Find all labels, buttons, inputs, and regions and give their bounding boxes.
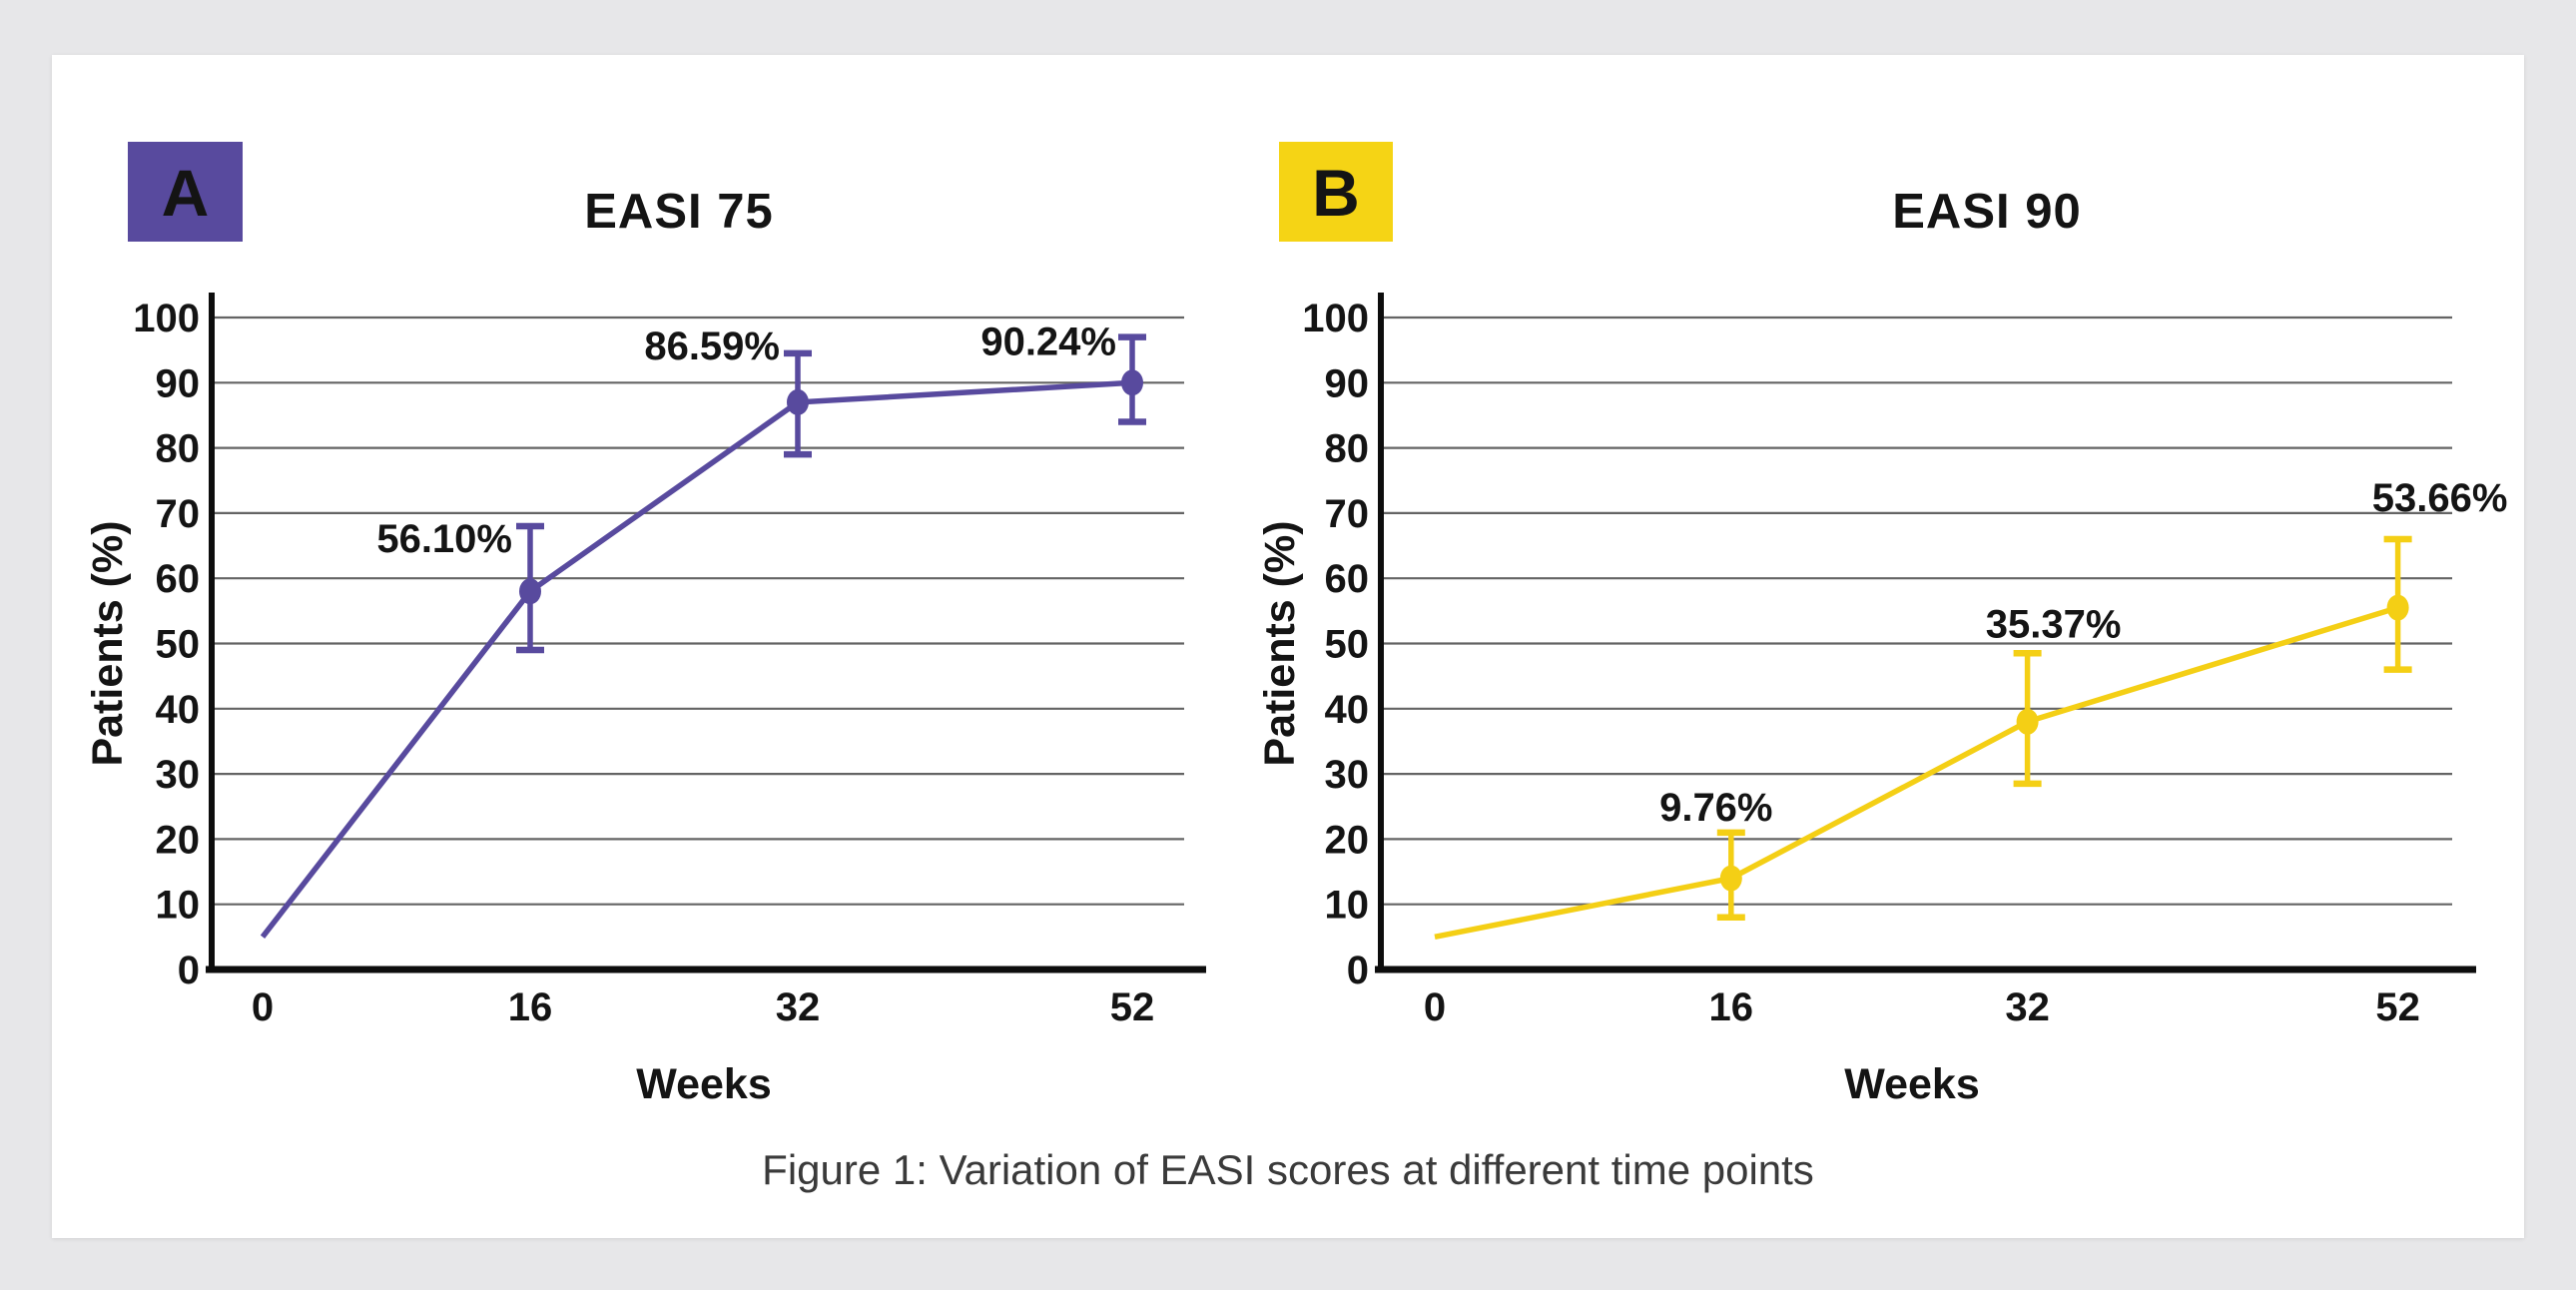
data-point-marker (1719, 865, 1742, 892)
data-point-value-label: 86.59% (644, 324, 780, 368)
y-axis-tick-label: 0 (178, 949, 200, 992)
data-point-marker (519, 578, 541, 605)
panel-title: EASI 90 (1892, 185, 2081, 239)
data-point-marker (2016, 708, 2039, 735)
y-axis-tick-label: 70 (156, 492, 201, 536)
panel-badge (128, 142, 243, 242)
data-point-marker (2386, 594, 2409, 621)
x-axis-tick-label: 52 (1110, 985, 1155, 1029)
x-axis-title: Weeks (1844, 1060, 1979, 1108)
y-axis-tick-label: 10 (1325, 884, 1370, 928)
x-axis-tick-label: 32 (2005, 985, 2050, 1029)
y-axis-tick-label: 40 (156, 688, 201, 732)
y-axis-tick-label: 30 (156, 753, 201, 797)
y-axis-tick-label: 100 (133, 297, 200, 340)
panel-badge-letter: A (162, 156, 210, 230)
y-axis-tick-label: 50 (156, 623, 201, 667)
x-axis-title: Weeks (636, 1060, 771, 1108)
data-point-value-label: 35.37% (1986, 602, 2122, 646)
y-axis-tick-label: 60 (156, 557, 201, 601)
panel-badge-letter: B (1312, 156, 1360, 230)
data-point-marker (1121, 369, 1143, 396)
y-axis-tick-label: 50 (1325, 623, 1370, 667)
panel-badge (1279, 142, 1393, 242)
x-axis-tick-label: 16 (1709, 985, 1754, 1029)
chart-panel-a: A EASI 75 0 10 20 30 40 50 60 70 80 90 100 0 16 32 52 Pat… (84, 142, 1206, 1108)
y-axis-tick-label: 20 (1325, 818, 1370, 862)
data-point-value-label: 90.24% (980, 321, 1116, 364)
data-point-value-label: 9.76% (1659, 786, 1772, 830)
y-axis-tick-label: 90 (156, 361, 201, 405)
data-point-value-label: 53.66% (2372, 476, 2508, 520)
figure-card (52, 55, 2524, 1238)
y-axis-title: Patients (%) (84, 520, 132, 766)
figure-caption: Figure 1: Variation of EASI scores at di… (762, 1146, 1814, 1193)
y-axis-tick-label: 100 (1302, 297, 1369, 340)
y-axis-tick-label: 80 (1325, 427, 1370, 471)
panel-title: EASI 75 (584, 185, 773, 239)
y-axis-tick-label: 90 (1325, 361, 1370, 405)
data-point-marker (787, 388, 809, 415)
y-axis-title: Patients (%) (1256, 520, 1304, 766)
y-axis-tick-label: 40 (1325, 688, 1370, 732)
x-axis-tick-label: 32 (776, 985, 821, 1029)
y-axis-tick-label: 0 (1347, 949, 1369, 992)
x-axis-tick-label: 16 (508, 985, 553, 1029)
y-axis-tick-label: 30 (1325, 753, 1370, 797)
y-axis-tick-label: 60 (1325, 557, 1370, 601)
y-axis-tick-label: 70 (1325, 492, 1370, 536)
chart-panel-b: B EASI 90 0 10 20 30 40 50 60 70 80 90 100 0 16 32 52 Pat… (1256, 142, 2507, 1108)
y-axis-tick-label: 80 (156, 427, 201, 471)
y-axis-tick-label: 20 (156, 818, 201, 862)
x-axis-tick-label: 0 (252, 985, 274, 1029)
x-axis-tick-label: 52 (2375, 985, 2420, 1029)
data-point-value-label: 56.10% (376, 517, 512, 561)
x-axis-tick-label: 0 (1424, 985, 1446, 1029)
data-line (1434, 604, 2399, 941)
data-line (260, 379, 1133, 940)
y-axis-tick-label: 10 (156, 884, 201, 928)
